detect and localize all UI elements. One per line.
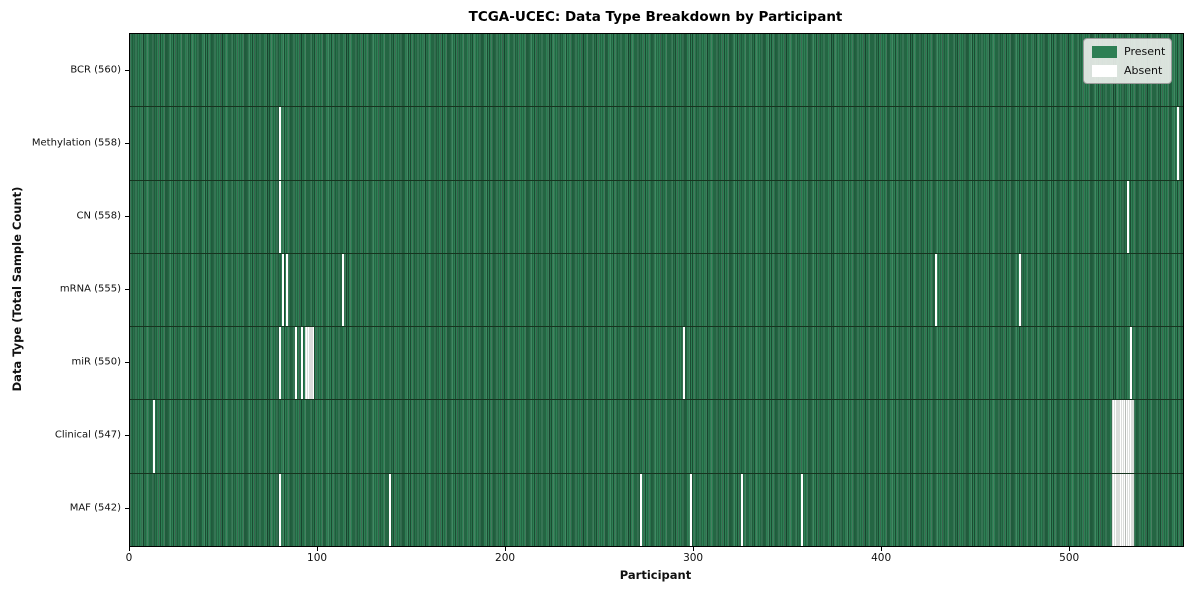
matrix-row-methylation <box>130 106 1183 180</box>
absent-gap <box>1111 473 1135 546</box>
x-tick-mark <box>129 546 130 551</box>
absent-gap <box>690 473 693 546</box>
absent-gap <box>152 400 155 473</box>
absent-gap <box>639 473 642 546</box>
absent-gap <box>278 180 281 253</box>
absent-gap <box>1130 327 1133 400</box>
absent-gap <box>278 107 281 180</box>
absent-gap <box>682 327 685 400</box>
y-tick-label: mRNA (555) <box>59 283 121 295</box>
absent-gap <box>1177 107 1180 180</box>
legend-swatch-absent <box>1092 64 1117 77</box>
absent-gap <box>1111 400 1135 473</box>
absent-gap <box>295 327 298 400</box>
matrix-row-maf <box>130 472 1183 546</box>
legend-entry-label: Absent <box>1124 64 1163 77</box>
x-tick-label: 200 <box>495 552 516 564</box>
y-tick-label: Clinical (547) <box>54 429 121 441</box>
y-tick-mark <box>125 362 129 364</box>
x-tick-mark <box>1069 546 1071 551</box>
y-tick-mark <box>125 289 129 290</box>
absent-gap <box>801 473 804 546</box>
matrix-row-cn <box>130 179 1183 253</box>
x-tick-mark <box>317 546 319 551</box>
absent-gap <box>301 327 304 400</box>
y-tick-label: miR (550) <box>71 356 121 368</box>
x-tick-mark <box>881 546 883 551</box>
legend-entry-label: Present <box>1124 45 1166 58</box>
legend-swatch-present <box>1092 45 1117 58</box>
y-tick-label: Methylation (558) <box>31 137 121 149</box>
absent-gap <box>278 473 281 546</box>
x-tick-label: 300 <box>683 552 704 564</box>
legend: Present Absent <box>1083 38 1172 84</box>
absent-gap <box>304 327 315 400</box>
absent-gap <box>934 253 937 327</box>
plot-area <box>129 33 1184 547</box>
y-tick-mark <box>125 435 129 437</box>
x-tick-mark <box>505 546 507 551</box>
absent-gap <box>389 473 392 546</box>
absent-gap <box>282 253 285 327</box>
y-tick-mark <box>125 508 129 510</box>
y-tick-label: MAF (542) <box>69 502 121 514</box>
matrix-row-clinical <box>130 399 1183 473</box>
legend-entry: Absent <box>1092 64 1163 77</box>
y-tick-label: BCR (560) <box>70 64 121 76</box>
absent-gap <box>286 253 289 327</box>
absent-gap <box>741 473 744 546</box>
matrix-row-mir <box>130 326 1183 400</box>
x-tick-label: 0 <box>125 552 133 564</box>
y-tick-mark <box>125 69 129 71</box>
x-tick-label: 500 <box>1059 552 1080 564</box>
matrix-row-bcr <box>130 34 1183 107</box>
y-tick-mark <box>125 142 129 144</box>
chart-title: TCGA-UCEC: Data Type Breakdown by Partic… <box>468 9 843 25</box>
x-tick-label: 100 <box>307 552 328 564</box>
legend-entry: Present <box>1092 45 1166 58</box>
x-tick-label: 400 <box>871 552 892 564</box>
x-tick-mark <box>693 546 695 551</box>
y-tick-label: CN (558) <box>76 210 121 222</box>
absent-gap <box>278 327 281 400</box>
y-tick-mark <box>125 215 129 217</box>
x-axis-label: Participant <box>619 568 692 582</box>
absent-gap <box>1126 180 1129 253</box>
matrix-row-mrna <box>130 252 1183 327</box>
absent-gap <box>342 253 345 327</box>
absent-gap <box>1019 253 1022 327</box>
